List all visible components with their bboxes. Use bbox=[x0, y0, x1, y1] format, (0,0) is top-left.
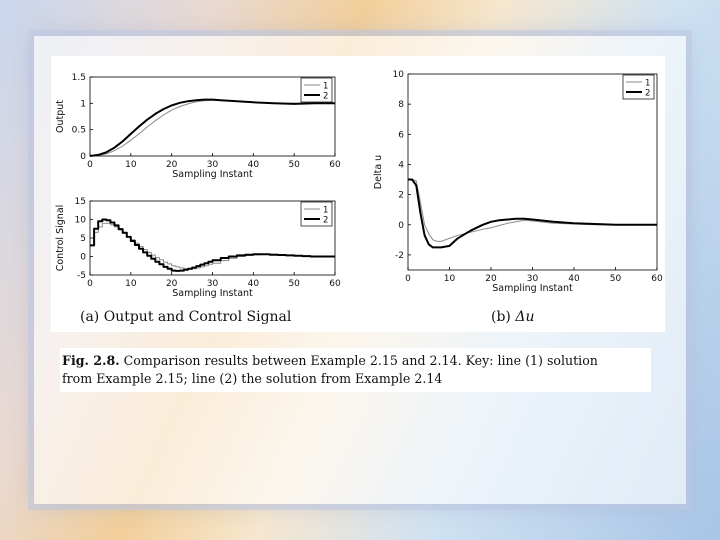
y-tick-label: 15 bbox=[75, 197, 86, 207]
y-axis-label: Delta u bbox=[373, 155, 384, 189]
y-tick-label: 2 bbox=[398, 191, 404, 201]
delta-u-chart: 0 10 20 30 40 50 60 -2 0 2 4 6 8 10 Sampling Instant De… bbox=[373, 70, 663, 294]
plot-frame bbox=[407, 73, 658, 271]
x-tick-label: 60 bbox=[329, 160, 341, 170]
y-tick-label: 0 bbox=[80, 152, 86, 162]
y-tick-label: -5 bbox=[77, 271, 86, 281]
x-tick-label: 60 bbox=[329, 279, 341, 289]
x-tick-label: 0 bbox=[87, 160, 93, 170]
x-tick-label: 10 bbox=[125, 160, 137, 170]
figure-caption: Fig. 2.8. Comparison results between Exa… bbox=[60, 348, 651, 392]
legend-box bbox=[622, 74, 655, 100]
x-tick-label: 20 bbox=[166, 160, 178, 170]
output-chart: 0 10 20 30 40 50 60 0 0.5 1 1.5 Sampling Instant Out… bbox=[55, 73, 341, 180]
series-line-1 bbox=[408, 179, 657, 242]
y-tick-label: 1 bbox=[80, 99, 86, 109]
x-tick-label: 10 bbox=[125, 279, 137, 289]
series-line-2 bbox=[89, 98, 335, 157]
y-tick-label: 5 bbox=[80, 234, 86, 244]
legend-label-1: 1 bbox=[323, 82, 328, 92]
x-tick-label: 40 bbox=[248, 279, 260, 289]
subcaption-a: (a) Output and Control Signal bbox=[80, 309, 292, 325]
x-tick-label: 50 bbox=[288, 279, 300, 289]
legend-label-1: 1 bbox=[645, 79, 650, 89]
x-axis-label: Sampling Instant bbox=[492, 283, 573, 294]
x-tick-label: 20 bbox=[485, 274, 497, 284]
series-line-2 bbox=[408, 178, 657, 249]
y-tick-label: 10 bbox=[393, 70, 405, 80]
x-tick-label: 20 bbox=[166, 279, 178, 289]
x-tick-label: 40 bbox=[248, 160, 260, 170]
x-tick-label: 0 bbox=[405, 274, 411, 284]
y-tick-label: 0 bbox=[398, 221, 404, 231]
y-tick-label: 8 bbox=[398, 100, 404, 110]
caption-text-1: Comparison results between Example 2.15 … bbox=[119, 353, 598, 368]
series-line-2 bbox=[90, 218, 335, 272]
caption-line-1: Fig. 2.8. Comparison results between Exa… bbox=[62, 352, 649, 370]
y-tick-label: -2 bbox=[395, 251, 404, 261]
y-tick-label: 1.5 bbox=[72, 73, 86, 83]
legend-box bbox=[300, 77, 333, 103]
x-tick-label: 30 bbox=[207, 160, 219, 170]
y-tick-label: 6 bbox=[398, 130, 404, 140]
legend-label-2: 2 bbox=[645, 89, 650, 99]
legend-box bbox=[300, 201, 333, 227]
legend-label-2: 2 bbox=[323, 92, 328, 102]
caption-line-2: from Example 2.15; line (2) the solution… bbox=[62, 371, 443, 386]
x-axis-label: Sampling Instant bbox=[172, 169, 253, 180]
x-tick-label: 60 bbox=[651, 274, 663, 284]
x-tick-label: 50 bbox=[288, 160, 300, 170]
legend-label-1: 1 bbox=[323, 206, 328, 216]
plot-frame bbox=[89, 76, 336, 157]
y-axis-label: Output bbox=[55, 100, 66, 133]
figure-panel: 0 10 20 30 40 50 60 0 0.5 1 1.5 Sampling Instant Out… bbox=[51, 56, 665, 332]
series-line-1 bbox=[89, 99, 335, 157]
caption-fig-number: Fig. 2.8. bbox=[62, 353, 120, 368]
y-tick-label: 0.5 bbox=[72, 126, 86, 136]
subcaption-b: (b) Δu bbox=[491, 309, 534, 325]
y-tick-label: 0 bbox=[80, 253, 86, 263]
x-axis-label: Sampling Instant bbox=[172, 288, 253, 299]
y-tick-label: 10 bbox=[75, 216, 87, 226]
y-axis-label: Control Signal bbox=[55, 205, 66, 272]
x-tick-label: 40 bbox=[568, 274, 580, 284]
x-tick-label: 10 bbox=[444, 274, 456, 284]
y-tick-label: 4 bbox=[398, 160, 404, 170]
x-tick-label: 0 bbox=[87, 279, 93, 289]
x-tick-label: 30 bbox=[527, 274, 539, 284]
x-tick-label: 50 bbox=[610, 274, 622, 284]
x-tick-label: 30 bbox=[207, 279, 219, 289]
legend-label-2: 2 bbox=[323, 216, 328, 226]
